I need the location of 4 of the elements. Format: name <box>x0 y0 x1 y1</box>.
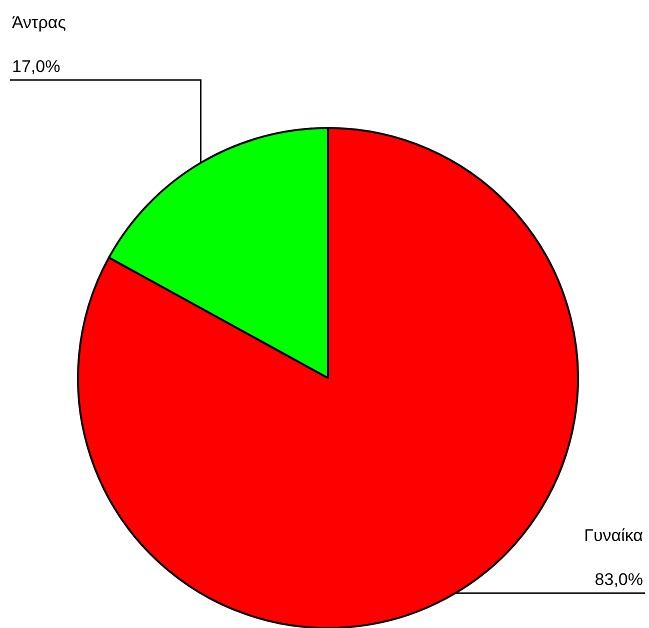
data-label: 17,0% <box>12 57 60 76</box>
slice-label: Γυναίκα <box>584 526 644 546</box>
data-label: 83,0% <box>594 570 643 590</box>
slice-label: Άντρας <box>12 13 66 32</box>
